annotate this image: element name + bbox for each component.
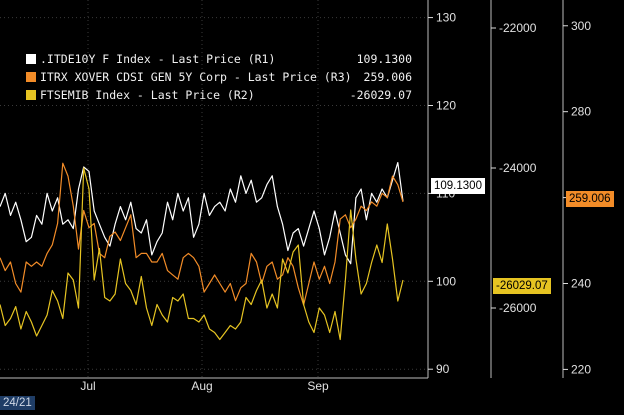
date-stub-label: 24/21 bbox=[0, 396, 35, 410]
series-line-0 bbox=[0, 162, 404, 265]
last-value-tag-itde10y: 109.1300 bbox=[431, 178, 485, 194]
last-value-tag-itrx-xover: 259.006 bbox=[566, 191, 614, 207]
last-value-tag-ftsemib: -26029.07 bbox=[493, 278, 551, 294]
legend-label-itrx-xover: ITRX XOVER CDSI GEN 5Y Corp - Last Price… bbox=[40, 70, 352, 84]
x-tick-label: Sep bbox=[307, 379, 329, 393]
y-tick-label-r3: 220 bbox=[571, 362, 591, 376]
legend-item-itde10y: .ITDE10Y F Index - Last Price (R1) 109.1… bbox=[26, 50, 412, 68]
axes bbox=[0, 0, 564, 379]
y-tick-label-r2: -22000 bbox=[499, 21, 537, 35]
y-tick-label-r3: 280 bbox=[571, 105, 591, 119]
grid-lines bbox=[0, 0, 428, 378]
x-tick-label: Jul bbox=[80, 379, 95, 393]
y-tick-label-r1: 100 bbox=[436, 274, 456, 288]
y-tick-label-r1: 120 bbox=[436, 98, 456, 112]
legend-label-itde10y: .ITDE10Y F Index - Last Price (R1) bbox=[40, 52, 276, 66]
series-lines bbox=[0, 162, 404, 341]
legend-label-ftsemib: FTSEMIB Index - Last Price (R2) bbox=[40, 88, 255, 102]
legend-swatch-ftsemib bbox=[26, 90, 36, 100]
legend-item-itrx-xover: ITRX XOVER CDSI GEN 5Y Corp - Last Price… bbox=[26, 68, 412, 86]
legend-item-ftsemib: FTSEMIB Index - Last Price (R2) -26029.0… bbox=[26, 86, 412, 104]
chart-legend: .ITDE10Y F Index - Last Price (R1) 109.1… bbox=[26, 50, 412, 104]
y-tick-label-r2: -24000 bbox=[499, 161, 537, 175]
legend-value-ftsemib: -26029.07 bbox=[349, 88, 412, 102]
series-line-1 bbox=[0, 162, 404, 306]
x-tick-label: Aug bbox=[191, 379, 212, 393]
y-tick-label-r3: 240 bbox=[571, 277, 591, 291]
legend-value-itde10y: 109.1300 bbox=[356, 52, 412, 66]
y-tick-label-r1: 130 bbox=[436, 11, 456, 25]
y-tick-label-r1: 90 bbox=[436, 362, 450, 376]
legend-value-itrx-xover: 259.006 bbox=[363, 70, 412, 84]
y-tick-label-r3: 300 bbox=[571, 19, 591, 33]
legend-swatch-itrx-xover bbox=[26, 72, 36, 82]
y-tick-label-r2: -26000 bbox=[499, 301, 537, 315]
series-line-2 bbox=[0, 167, 404, 341]
legend-swatch-itde10y bbox=[26, 54, 36, 64]
